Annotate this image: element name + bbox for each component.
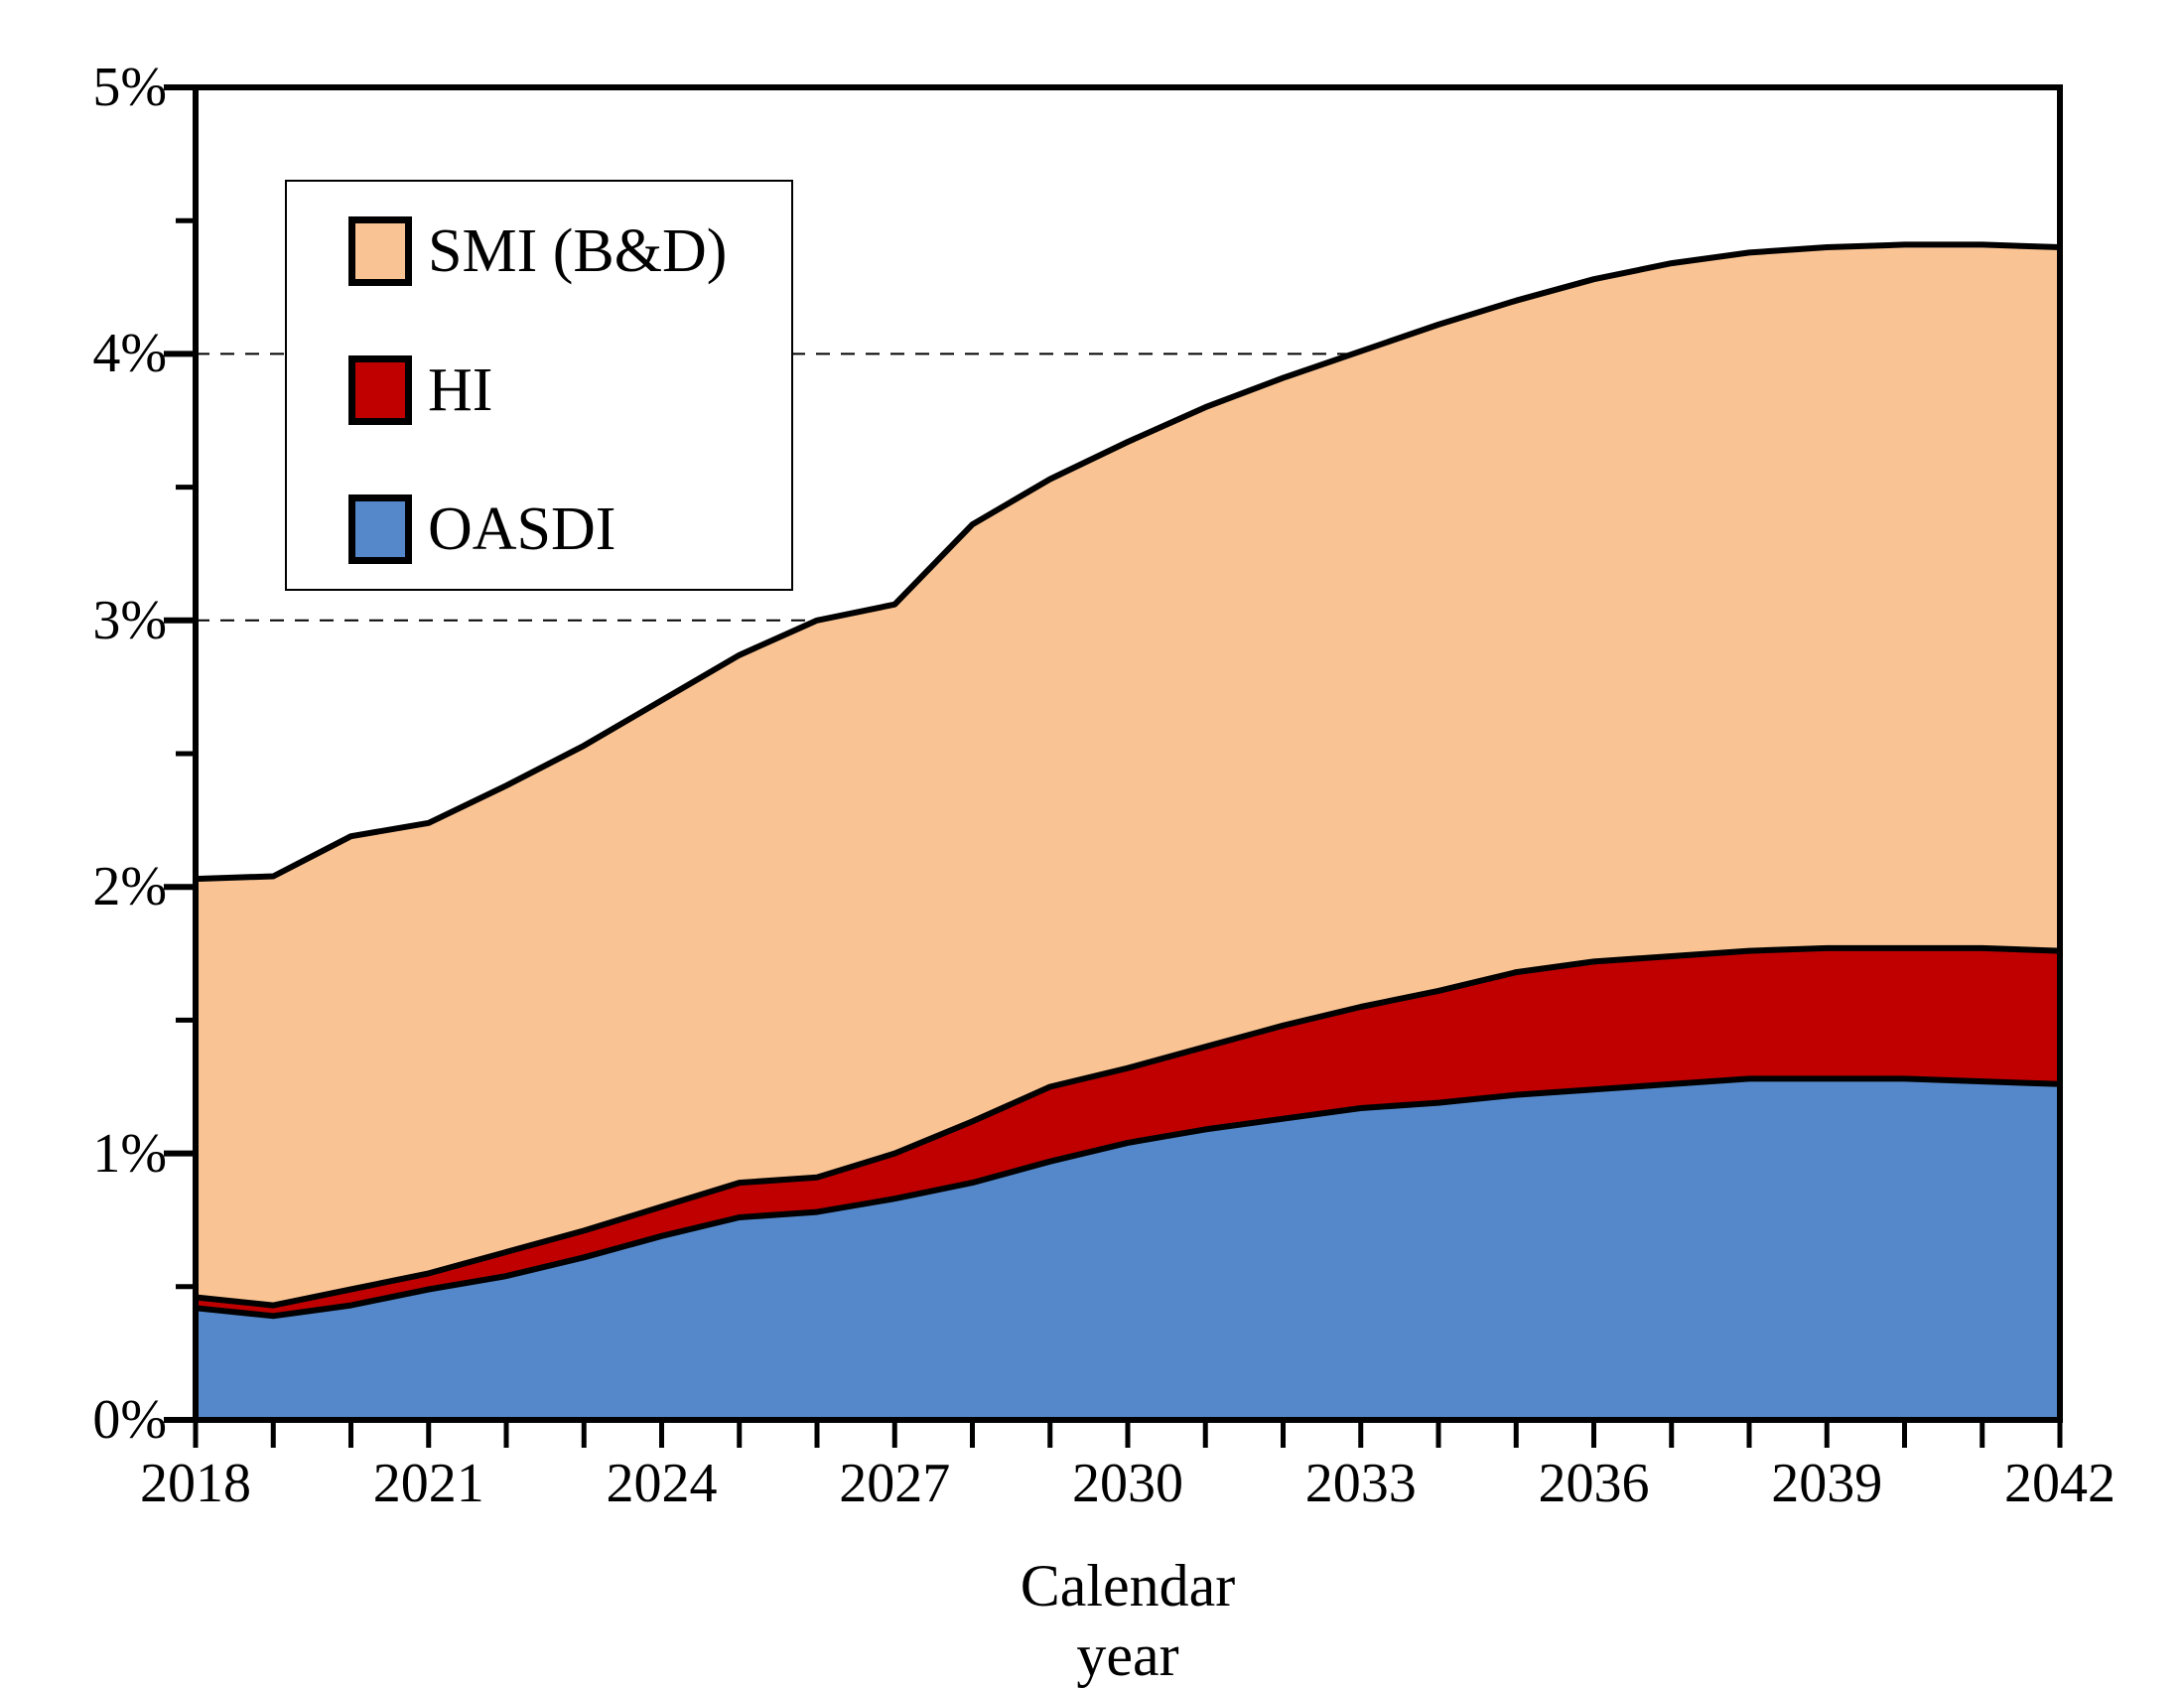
legend-item-smi: SMI (B&D) [348, 211, 727, 291]
legend: SMI (B&D) HI OASDI [285, 180, 793, 591]
legend-item-oasdi: OASDI [348, 490, 615, 569]
y-tick-label-5pct: 5% [92, 57, 167, 118]
legend-label-hi: HI [428, 356, 493, 424]
x-tick-label-2018: 2018 [140, 1453, 251, 1514]
x-axis-title: Calendar year [1020, 1553, 1236, 1688]
legend-label-smi: SMI (B&D) [428, 217, 728, 285]
hi-swatch-icon [348, 355, 412, 425]
x-tick-label-2039: 2039 [1771, 1453, 1883, 1514]
y-tick-label-3pct: 3% [92, 589, 167, 651]
hi-boundary-line [195, 944, 2061, 1309]
y-tick-label-0pct: 0% [92, 1389, 167, 1451]
x-tick-label-2030: 2030 [1072, 1453, 1183, 1514]
y-tick-label-4pct: 4% [92, 323, 167, 385]
smi-swatch-icon [348, 216, 412, 286]
y-tick-label-1pct: 1% [92, 1122, 167, 1185]
x-tick-label-2036: 2036 [1538, 1453, 1650, 1514]
oasdi-boundary-line [195, 1075, 2061, 1320]
legend-label-oasdi: OASDI [428, 495, 616, 563]
oasdi-area [196, 1078, 2060, 1420]
smi-boundary-line [195, 241, 2061, 883]
legend-item-hi: HI [348, 351, 492, 430]
x-tick-label-2027: 2027 [839, 1453, 951, 1514]
y-tick-label-2pct: 2% [92, 856, 167, 918]
x-tick-label-2042: 2042 [2004, 1453, 2116, 1514]
x-tick-label-2024: 2024 [606, 1453, 718, 1514]
x-tick-label-2021: 2021 [372, 1453, 484, 1514]
x-tick-label-2033: 2033 [1304, 1453, 1417, 1514]
oasdi-swatch-icon [348, 494, 412, 564]
